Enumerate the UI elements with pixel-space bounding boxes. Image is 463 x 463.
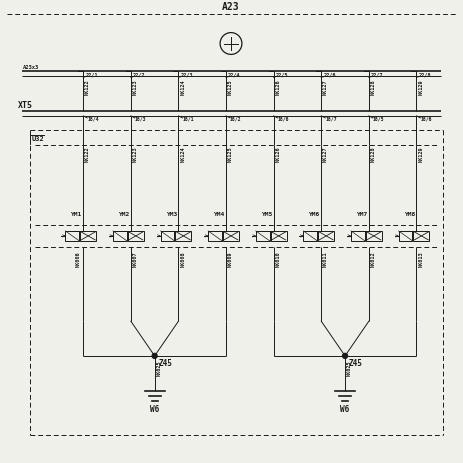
Bar [271,231,287,241]
Text: 22/8: 22/8 [419,72,431,77]
Text: 22/3: 22/3 [181,72,193,77]
Text: 18/6: 18/6 [278,117,289,122]
Text: NK012: NK012 [371,252,376,268]
Text: NK122: NK122 [85,147,90,162]
Bar [256,231,269,241]
Text: NK126: NK126 [275,79,281,95]
Text: YM5: YM5 [261,212,272,217]
Bar [351,231,365,241]
Bar [399,231,413,241]
Text: YM6: YM6 [308,212,319,217]
Text: NK124: NK124 [181,79,185,95]
Text: A23x3: A23x3 [23,65,39,70]
Text: NK006: NK006 [75,252,80,268]
Text: NK008: NK008 [181,252,185,268]
Bar [303,231,317,241]
Bar [413,231,429,241]
Text: NK123: NK123 [133,79,138,95]
Text: NK128: NK128 [371,79,376,95]
Text: 18/3: 18/3 [135,117,146,122]
Circle shape [152,353,157,358]
Text: U32: U32 [31,136,44,142]
Text: Z45: Z45 [349,359,363,368]
Text: 18/4: 18/4 [87,117,99,122]
Text: 22/2: 22/2 [133,72,145,77]
Text: 18/1: 18/1 [182,117,194,122]
Text: 18/7: 18/7 [325,117,337,122]
Bar [318,231,334,241]
Text: YM2: YM2 [118,212,129,217]
Text: NK011: NK011 [323,252,328,268]
Bar [223,231,239,241]
Text: YM7: YM7 [356,212,367,217]
Bar [175,231,191,241]
Text: XT5: XT5 [18,101,33,110]
Text: NK123: NK123 [133,147,138,162]
Text: NK129: NK129 [419,147,424,162]
Text: 18/5: 18/5 [373,117,384,122]
Text: 18/6: 18/6 [420,117,432,122]
Text: NK010: NK010 [275,252,281,268]
Text: NK007: NK007 [133,252,138,268]
Text: YM4: YM4 [213,212,225,217]
Bar [208,231,222,241]
Bar [161,231,175,241]
Text: W6: W6 [150,406,159,414]
Text: NK128: NK128 [371,147,376,162]
Bar [113,231,127,241]
Text: 18/2: 18/2 [230,117,242,122]
Bar [80,231,96,241]
Text: NK025: NK025 [156,361,162,376]
Text: NK127: NK127 [323,147,328,162]
Circle shape [343,353,348,358]
Text: NK124: NK124 [181,147,185,162]
Text: A23: A23 [222,2,240,12]
Text: 22/5: 22/5 [275,72,288,77]
Text: Z45: Z45 [159,359,173,368]
Text: 22/7: 22/7 [371,72,383,77]
Text: 22/1: 22/1 [85,72,98,77]
Text: NK129: NK129 [419,79,424,95]
Text: NK009: NK009 [228,252,233,268]
Text: W6: W6 [340,406,350,414]
Bar [65,231,79,241]
Text: YM8: YM8 [404,212,415,217]
Text: 22/4: 22/4 [228,72,241,77]
Text: YM1: YM1 [70,212,81,217]
Bar [366,231,382,241]
Text: NK127: NK127 [323,79,328,95]
Text: NK125: NK125 [228,147,233,162]
Text: NK025: NK025 [347,361,352,376]
Text: 22/6: 22/6 [323,72,336,77]
Text: NK125: NK125 [228,79,233,95]
Bar [128,231,144,241]
Text: NK013: NK013 [419,252,424,268]
Text: YM3: YM3 [166,212,177,217]
Text: NK126: NK126 [275,147,281,162]
Text: NK122: NK122 [85,79,90,95]
